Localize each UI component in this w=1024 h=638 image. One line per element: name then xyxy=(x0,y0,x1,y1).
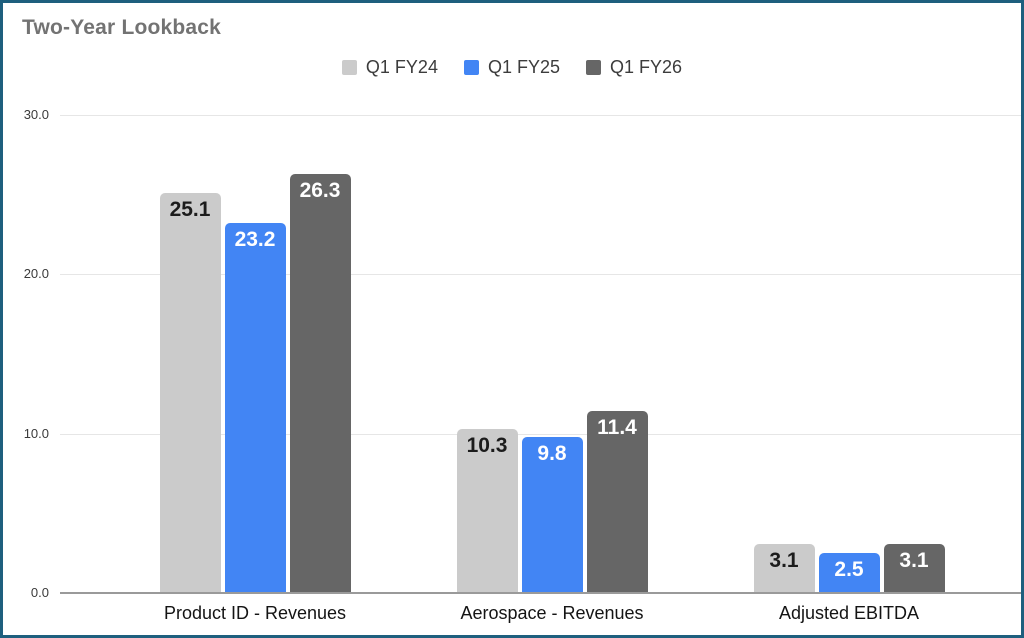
y-tick-label: 30.0 xyxy=(23,107,49,122)
bar-q1-fy25-product-id-revenues: 23.2 xyxy=(224,223,286,593)
legend-label: Q1 FY25 xyxy=(487,57,561,77)
legend-swatch-icon xyxy=(586,60,602,75)
bar-value-label: 11.4 xyxy=(597,416,637,440)
bar-q1-fy25-adjusted-ebitda: 2.5 xyxy=(818,553,880,593)
bar-value-label: 10.3 xyxy=(466,433,508,457)
bar-q1-fy24-product-id-revenues: 25.1 xyxy=(159,193,221,593)
legend-label: Q1 FY24 xyxy=(365,57,438,77)
x-axis-category-label: Aerospace - Revenues xyxy=(460,603,644,623)
legend: Q1 FY24 Q1 FY25 Q1 FY26 xyxy=(3,57,1021,78)
bar-value-label: 2.5 xyxy=(834,558,864,582)
gridline xyxy=(60,433,1021,435)
y-tick-label: 0.0 xyxy=(30,585,49,600)
bar-q1-fy24-adjusted-ebitda: 3.1 xyxy=(753,543,815,593)
y-tick-label: 10.0 xyxy=(23,425,49,441)
bar-q1-fy26-aerospace-revenues: 11.4 xyxy=(586,411,648,593)
bar-q1-fy24-aerospace-revenues: 10.3 xyxy=(456,428,518,593)
bar-value-label: 25.1 xyxy=(169,198,211,222)
bar-value-label: 26.3 xyxy=(299,178,341,202)
chart-title: Two-Year Lookback xyxy=(22,16,222,39)
legend-swatch-icon xyxy=(341,60,357,75)
y-tick-label: 20.0 xyxy=(23,266,49,282)
x-axis-category-label: Product ID - Revenues xyxy=(163,603,347,623)
x-axis-line xyxy=(60,592,1021,594)
bar-value-label: 23.2 xyxy=(234,228,276,252)
legend-item-q1-fy24: Q1 FY24 xyxy=(341,57,438,78)
x-axis-category-label: Adjusted EBITDA xyxy=(778,603,920,623)
bar-value-label: 3.1 xyxy=(899,548,929,572)
bar-value-label: 9.8 xyxy=(537,441,567,465)
legend-label: Q1 FY26 xyxy=(610,57,683,77)
legend-item-q1-fy26: Q1 FY26 xyxy=(586,57,682,78)
bar-q1-fy26-adjusted-ebitda: 3.1 xyxy=(883,543,945,593)
bar-q1-fy25-aerospace-revenues: 9.8 xyxy=(521,436,583,593)
bar-value-label: 3.1 xyxy=(769,548,799,572)
bar-q1-fy26-product-id-revenues: 26.3 xyxy=(289,173,351,593)
legend-swatch-icon xyxy=(463,60,479,75)
gridline xyxy=(60,115,1021,116)
gridline xyxy=(60,274,1021,276)
legend-item-q1-fy25: Q1 FY25 xyxy=(463,57,561,78)
